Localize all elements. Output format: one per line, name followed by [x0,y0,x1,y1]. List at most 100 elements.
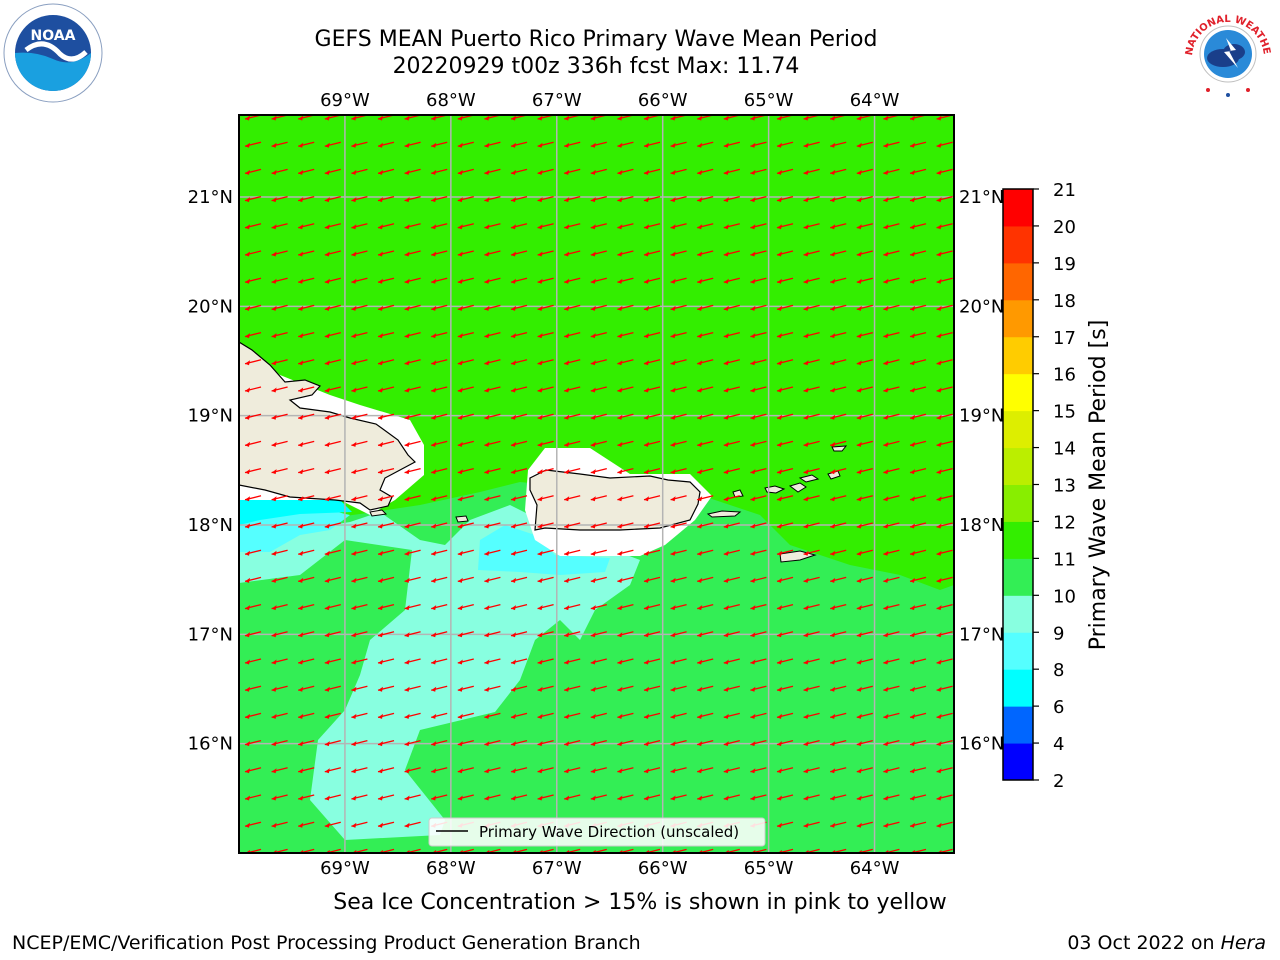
wave-arrow-head [883,115,889,121]
wave-arrow-head [670,142,676,148]
wave-arrow-head [245,360,250,366]
wave-arrow-head [830,414,836,420]
wave-arrow-head [750,469,756,475]
wave-arrow-head [777,741,782,747]
wave-arrow-head [590,686,596,692]
wave-arrow-head [617,605,623,611]
wave-arrow-head [298,142,304,148]
wave-arrow-head [431,333,437,339]
lon-tick-label-top: 66°W [638,90,688,111]
wave-arrow-head [378,822,383,828]
wave-arrow-head [936,795,942,801]
wave-arrow-head [378,713,383,719]
wave-arrow-head [431,605,437,611]
lon-tick-label-top: 65°W [744,90,794,111]
wave-arrow-head [936,605,942,611]
wave-arrow-head [644,115,649,121]
wave-arrow-head [777,224,782,230]
wave-arrow-head [404,659,410,665]
wave-arrow-head [936,550,942,556]
wave-arrow-head [936,523,942,529]
wave-arrow-head [803,713,809,719]
wave-arrow-head [378,169,383,175]
wave-arrow-head [830,659,836,665]
wave-arrow-head [298,822,304,828]
wave-arrow-head [803,469,809,475]
wave-arrow-head [511,469,516,475]
wave-arrow-head [378,605,383,611]
wave-arrow-head [298,605,304,611]
colorbar-label: Primary Wave Mean Period [s] [1086,320,1111,651]
wave-arrow-head [856,197,862,203]
wave-arrow-head [351,659,357,665]
lon-tick-label-top: 64°W [850,90,900,111]
wave-arrow-head [457,278,463,284]
wave-arrow-head [537,768,543,774]
wave-arrow-head [298,577,304,583]
wave-arrow-head [910,251,915,257]
wave-arrow-head [697,577,703,583]
lon-tick-label-bottom: 68°W [426,858,476,879]
wave-arrow-head [537,197,543,203]
wave-arrow-head [910,441,915,447]
wave-arrow-head [378,414,383,420]
wave-arrow-head [750,224,756,230]
wave-arrow-head [324,142,330,148]
land-saona [369,509,388,517]
lat-tick-label-left: 20°N [188,296,233,317]
wave-arrow-head [590,577,596,583]
wave-arrow-head [910,795,915,801]
wave-arrow-head [511,795,516,801]
wave-arrow-head [564,523,570,529]
land-culebra [732,489,744,498]
wave-arrow-head [511,333,516,339]
wave-arrow-head [936,142,942,148]
wave-arrow-head [564,224,570,230]
wave-arrow-head [245,686,250,692]
wave-arrow-head [723,197,729,203]
wave-arrow-head [723,115,729,121]
wave-arrow-head [644,496,649,502]
wave-arrow-head [245,741,250,747]
colorbar-segment [1003,447,1033,485]
wave-arrow-head [856,333,862,339]
wave-arrow-head [537,713,543,719]
wave-arrow-head [298,469,304,475]
wave-arrow-head [644,414,649,420]
wave-arrow-head [803,197,809,203]
wave-arrow-head [617,360,623,366]
wave-arrow-head [777,768,782,774]
wave-arrow-head [457,768,463,774]
wave-arrow-head [324,822,330,828]
wave-arrow-head [431,550,437,556]
wave-arrow-head [723,795,729,801]
wave-arrow-head [644,142,649,148]
wave-arrow-head [351,278,357,284]
wave-arrow-head [590,659,596,665]
wave-arrow-head [324,768,330,774]
wave-arrow-head [484,197,490,203]
wave-arrow-head [484,251,490,257]
wave-arrow-head [431,469,437,475]
wave-arrow-head [351,605,357,611]
land-desecheo [455,515,469,523]
wave-arrow-head [271,550,277,556]
wave-arrow-head [830,605,836,611]
wave-arrow-head [245,795,250,801]
wave-arrow-head [511,659,516,665]
wave-arrow-head [883,659,889,665]
wave-arrow-head [644,768,649,774]
wave-arrow-head [351,197,357,203]
wave-arrow-head [564,768,570,774]
wave-arrow-head [750,251,756,257]
lat-tick-label-right: 19°N [959,406,1004,427]
wave-arrow-head [271,414,277,420]
colorbar-tick-label: 9 [1053,623,1064,644]
wave-arrow-head [537,360,543,366]
wave-arrow-head [803,278,809,284]
wave-arrow-head [404,387,410,393]
wave-arrow-head [883,305,889,311]
wave-arrow-head [564,795,570,801]
colorbar-segment [1003,225,1033,264]
wave-arrow-head [351,741,357,747]
